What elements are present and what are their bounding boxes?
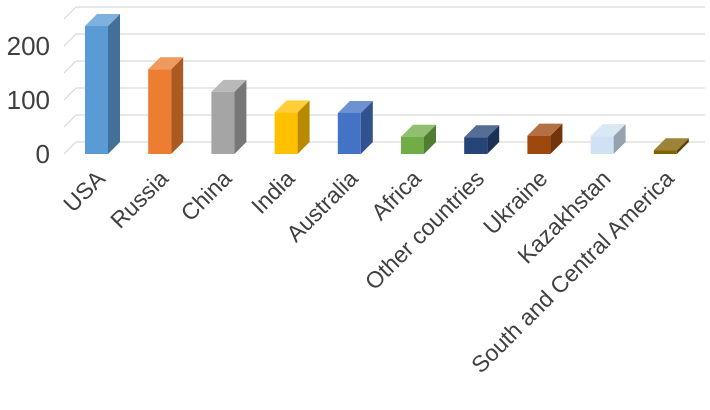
bar-side [108, 14, 120, 154]
bar-top [653, 138, 689, 151]
bar-top [337, 100, 373, 113]
y-tick-label-200: 200 [7, 31, 50, 61]
y-axis-ticks: 0 100 200 [7, 31, 50, 169]
bar-top [527, 123, 563, 136]
bar-side [360, 100, 373, 154]
bar-front [337, 112, 361, 154]
bar-side [487, 125, 500, 154]
gridline-150 [63, 60, 705, 74]
bar-top [401, 124, 436, 137]
x-tick-label-china: China [176, 165, 237, 226]
x-tick-label-india: India [246, 165, 300, 219]
bar-kazakhstan [590, 124, 626, 154]
bar-front [464, 137, 488, 154]
gridline-100 [63, 87, 705, 101]
bar-top [590, 124, 626, 137]
bar-other-countries [464, 125, 500, 154]
bar-side [676, 138, 689, 154]
bar-front [653, 150, 677, 154]
bar-africa [401, 124, 436, 154]
gridline-250 [63, 6, 705, 20]
bar-side [424, 124, 436, 154]
bar-russia [148, 57, 184, 154]
bar-south-and-central-america [653, 138, 689, 154]
bar-front [85, 26, 108, 154]
bar-front [401, 136, 424, 154]
bar-side [297, 100, 310, 154]
bar-top [274, 100, 310, 113]
gridline-50 [63, 114, 705, 128]
bar-australia [337, 100, 373, 154]
y-tick-label-0: 0 [36, 139, 50, 169]
x-tick-label-usa: USA [58, 165, 110, 217]
bar-china [211, 79, 247, 154]
bar-front [148, 69, 172, 154]
bar-front [211, 91, 235, 154]
x-tick-label-australia: Australia [281, 165, 363, 247]
bar-front [527, 135, 551, 154]
y-tick-label-100: 100 [7, 85, 50, 115]
bar-top [464, 125, 500, 138]
bar-side [171, 57, 184, 154]
x-tick-label-africa: Africa [366, 165, 426, 225]
bar-ukraine [527, 123, 563, 154]
gridline-200 [63, 33, 705, 47]
bar-top [85, 14, 120, 27]
bar-side [613, 124, 626, 154]
bar-top [148, 57, 184, 70]
bar-side [550, 123, 563, 154]
bar-usa [85, 14, 120, 154]
bars [85, 14, 689, 154]
bar-front [590, 136, 614, 154]
x-tick-label-russia: Russia [105, 165, 173, 233]
bar-front [274, 112, 298, 154]
bar-top [211, 79, 247, 92]
bar-india [274, 100, 310, 154]
bar-side [234, 79, 247, 154]
